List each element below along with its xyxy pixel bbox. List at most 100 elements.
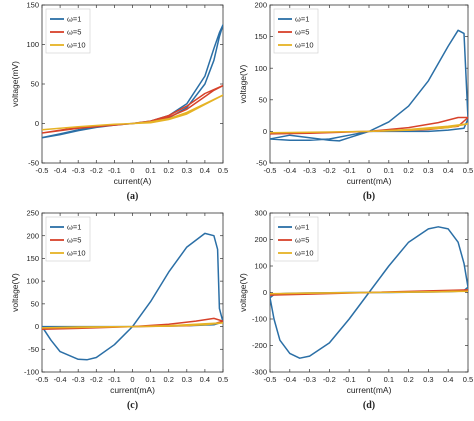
y-tick-label: 0 bbox=[35, 119, 39, 128]
panel-caption: (a) bbox=[127, 191, 139, 202]
x-tick-label: 0.1 bbox=[384, 166, 394, 175]
x-tick-label: 0 bbox=[130, 375, 134, 384]
y-tick-label: -200 bbox=[252, 341, 267, 350]
legend-label: ω=5 bbox=[67, 28, 81, 37]
y-axis-label: voltage(V) bbox=[238, 64, 248, 103]
legend: ω=1 ω=5 ω=10 bbox=[45, 8, 91, 54]
y-tick-label: -100 bbox=[24, 368, 39, 377]
x-tick-label: -0.4 bbox=[283, 375, 296, 384]
y-tick-label: 100 bbox=[26, 40, 39, 49]
x-tick-label: -0.4 bbox=[54, 166, 67, 175]
y-tick-label: 50 bbox=[259, 95, 267, 104]
x-tick-label: 0.3 bbox=[423, 166, 433, 175]
x-axis-label: current(mA) bbox=[347, 176, 392, 186]
x-tick-label: -0.1 bbox=[108, 166, 121, 175]
y-tick-label: 100 bbox=[26, 277, 39, 286]
legend-label: ω=5 bbox=[67, 236, 81, 245]
x-tick-label: 0.4 bbox=[200, 166, 210, 175]
y-tick-label: 0 bbox=[263, 288, 267, 297]
x-tick-label: -0.5 bbox=[36, 166, 49, 175]
x-tick-label: -0.5 bbox=[264, 375, 277, 384]
x-tick-label: 0.2 bbox=[163, 166, 173, 175]
x-tick-label: -0.5 bbox=[36, 375, 49, 384]
x-tick-label: -0.3 bbox=[303, 375, 316, 384]
y-axis-label: voltage(V) bbox=[10, 273, 20, 312]
series-group bbox=[42, 24, 223, 139]
y-tick-label: 300 bbox=[254, 209, 267, 218]
x-tick-label: -0.3 bbox=[303, 166, 316, 175]
y-axis-label: voltage(V) bbox=[238, 273, 248, 312]
panel-caption: (b) bbox=[363, 191, 375, 202]
chart-panel-a: -0.5 -0.4 -0.3 -0.2 -0.1 0 0.1 0.2 0.3 0.4 0.5 -50 0… bbox=[10, 1, 228, 202]
y-tick-label: -50 bbox=[256, 159, 267, 168]
x-tick-label: 0 bbox=[367, 166, 371, 175]
x-tick-label: 0.2 bbox=[163, 375, 173, 384]
series-line-3 bbox=[42, 322, 223, 329]
y-tick-label: 150 bbox=[254, 32, 267, 41]
y-tick-label: 50 bbox=[31, 299, 39, 308]
y-tick-label: 100 bbox=[254, 64, 267, 73]
x-axis-label: current(mA) bbox=[110, 385, 155, 395]
x-tick-label: 0.2 bbox=[403, 375, 413, 384]
x-tick-label: 0.3 bbox=[182, 166, 192, 175]
chart-panel-b: -0.5 -0.4 -0.3 -0.2 -0.1 0 0.1 0.2 0.3 0.4 0.5 -50 0… bbox=[238, 1, 473, 202]
y-tick-label: -300 bbox=[252, 368, 267, 377]
x-tick-label: 0.2 bbox=[403, 166, 413, 175]
x-axis-label: current(A) bbox=[114, 176, 152, 186]
x-tick-label: -0.2 bbox=[323, 375, 336, 384]
series-line-3 bbox=[270, 123, 468, 134]
y-tick-label: -100 bbox=[252, 315, 267, 324]
legend-label: ω=1 bbox=[67, 223, 81, 232]
legend-label: ω=1 bbox=[295, 223, 309, 232]
panel-caption: (c) bbox=[127, 400, 138, 411]
series-group bbox=[270, 29, 468, 142]
legend-label: ω=10 bbox=[295, 41, 314, 50]
x-tick-label: 0.5 bbox=[463, 375, 473, 384]
y-tick-label: 0 bbox=[263, 127, 267, 136]
y-axis-label: voltage(mV) bbox=[10, 61, 20, 107]
x-tick-label: -0.1 bbox=[343, 166, 356, 175]
legend-label: ω=10 bbox=[67, 41, 86, 50]
y-tick-label: 50 bbox=[31, 80, 39, 89]
x-tick-label: -0.2 bbox=[323, 166, 336, 175]
chart-panel-d: -0.5 -0.4 -0.3 -0.2 -0.1 0 0.1 0.2 0.3 0.4 0.5 -300… bbox=[238, 209, 473, 411]
chart-panel-c: -0.5 -0.4 -0.3 -0.2 -0.1 0 0.1 0.2 0.3 0.4 0.5 -100… bbox=[10, 209, 228, 411]
x-tick-label: -0.4 bbox=[54, 375, 67, 384]
x-tick-label: 0 bbox=[130, 166, 134, 175]
series-line-3 bbox=[42, 94, 223, 131]
series-group bbox=[42, 232, 223, 361]
y-tick-label: 200 bbox=[254, 1, 267, 10]
x-tick-label: -0.2 bbox=[90, 375, 103, 384]
y-tick-label: -50 bbox=[28, 159, 39, 168]
legend-label: ω=10 bbox=[67, 249, 86, 258]
x-tick-label: 0.4 bbox=[443, 375, 453, 384]
x-tick-label: -0.3 bbox=[72, 375, 85, 384]
x-tick-label: 0.1 bbox=[145, 375, 155, 384]
x-tick-label: 0.4 bbox=[443, 166, 453, 175]
y-tick-label: 200 bbox=[254, 235, 267, 244]
legend-label: ω=5 bbox=[295, 236, 309, 245]
y-tick-label: 150 bbox=[26, 254, 39, 263]
y-tick-label: -50 bbox=[28, 345, 39, 354]
legend-label: ω=10 bbox=[295, 249, 314, 258]
series-line-1 bbox=[270, 29, 468, 142]
x-tick-label: -0.3 bbox=[72, 166, 85, 175]
y-tick-label: 0 bbox=[35, 322, 39, 331]
x-tick-label: 0.1 bbox=[384, 375, 394, 384]
x-tick-label: -0.4 bbox=[283, 166, 296, 175]
x-tick-label: 0.3 bbox=[423, 375, 433, 384]
x-tick-label: 0.5 bbox=[218, 166, 228, 175]
x-tick-label: -0.1 bbox=[108, 375, 121, 384]
y-tick-label: 250 bbox=[26, 209, 39, 218]
y-tick-label: 150 bbox=[26, 1, 39, 10]
y-tick-label: 200 bbox=[26, 231, 39, 240]
series-line-3 bbox=[270, 290, 468, 295]
legend: ω=1 ω=5 ω=10 bbox=[273, 8, 319, 54]
x-tick-label: 0.3 bbox=[182, 375, 192, 384]
legend: ω=1 ω=5 ω=10 bbox=[273, 216, 319, 262]
legend-label: ω=1 bbox=[295, 15, 309, 24]
x-tick-label: 0 bbox=[367, 375, 371, 384]
y-tick-label: 100 bbox=[254, 262, 267, 271]
x-tick-label: 0.5 bbox=[218, 375, 228, 384]
